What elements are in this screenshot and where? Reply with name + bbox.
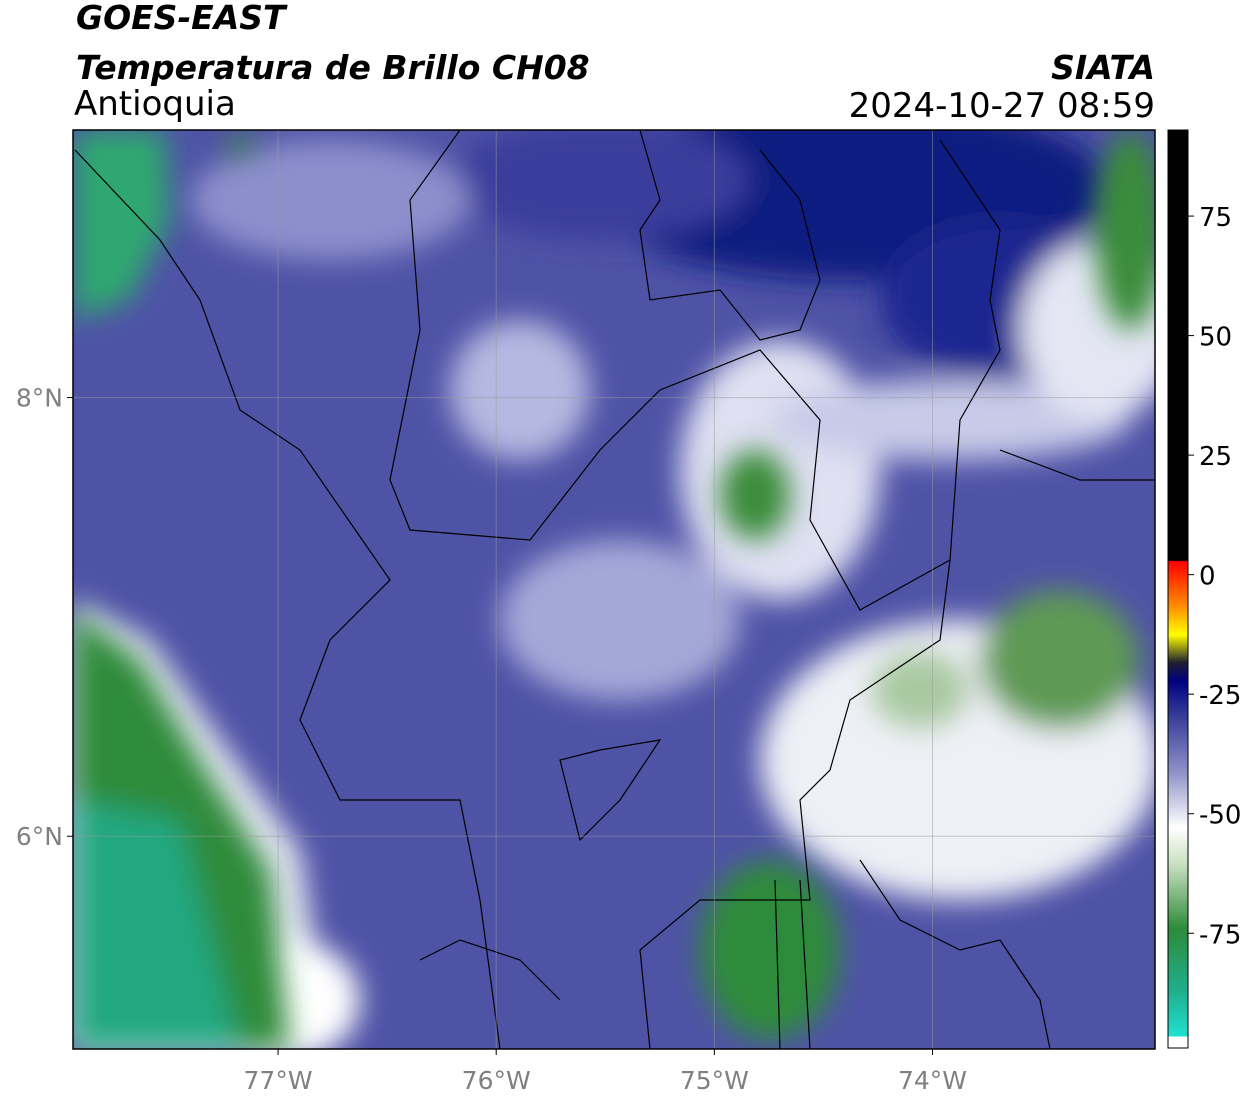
colorbar-tick-label: 25 — [1199, 442, 1232, 472]
x-tick-label: 76°W — [462, 1066, 531, 1095]
borders — [74, 130, 1155, 1049]
satellite-title: GOES-EAST — [76, 0, 288, 37]
colorbar-tick-label: -25 — [1199, 681, 1241, 711]
colorbar-tick-label: -50 — [1199, 801, 1241, 831]
colorbar-tick-label: -75 — [1199, 920, 1241, 950]
x-tick-label: 75°W — [680, 1066, 749, 1095]
x-tick-label: 74°W — [898, 1066, 967, 1095]
map-frame — [72, 129, 1156, 1050]
colorbar — [1167, 129, 1189, 1049]
y-tick-label: 6°N — [16, 822, 63, 851]
source-label: SIATA — [1051, 48, 1155, 87]
y-tick-label: 8°N — [16, 384, 63, 413]
colorbar-tick-label: 75 — [1199, 203, 1232, 233]
product-title: Temperatura de Brillo CH08 — [76, 48, 590, 87]
datetime-label: 2024-10-27 08:59 — [849, 86, 1155, 126]
grid — [73, 130, 1155, 1049]
x-tick-label: 77°W — [244, 1066, 313, 1095]
colorbar-tick-label: 50 — [1199, 323, 1232, 353]
colorbar-tick-label: 0 — [1199, 562, 1216, 592]
region-label: Antioquia — [74, 84, 236, 124]
map-image — [73, 130, 1155, 1049]
